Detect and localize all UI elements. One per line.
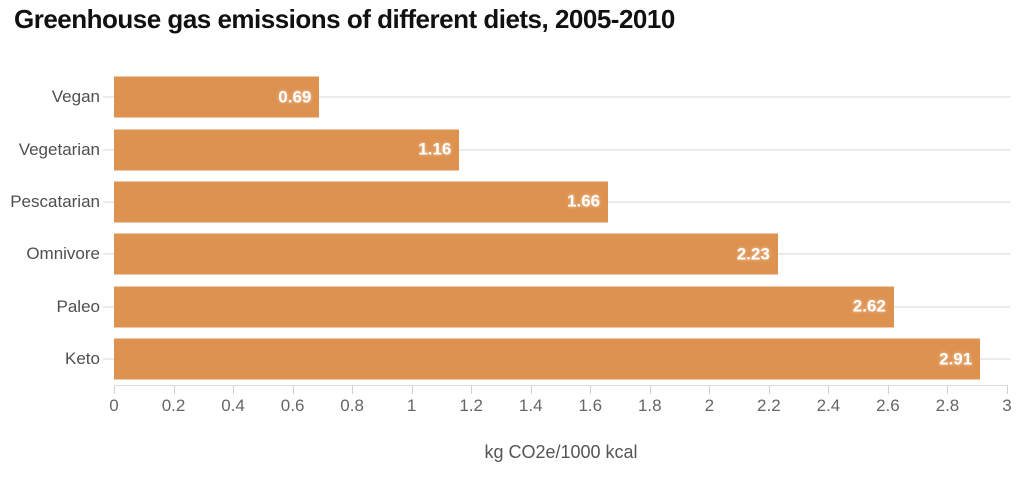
x-axis-tick: [947, 386, 949, 394]
x-axis-tick: [352, 386, 354, 394]
x-axis-tick-label: 2: [704, 396, 715, 415]
x-axis-tick: [590, 386, 592, 394]
bar-row: Vegan 0.69: [0, 71, 1024, 123]
bar-value-label: 1.16: [418, 139, 452, 159]
x-axis: 0 0.2 0.4 0.6 0.8 1 1.2 1.4 1.6 1.8 2 2.2 2.4 2.6 2.8 3: [109, 385, 1012, 425]
x-axis-tick-label: 1.2: [459, 396, 484, 415]
x-axis-tick: [292, 386, 294, 394]
chart-title: Greenhouse gas emissions of different di…: [14, 4, 675, 34]
x-axis-tick-label: 1.4: [518, 396, 543, 415]
x-axis-tick: [709, 386, 711, 394]
x-axis-tick-label: 1.8: [637, 396, 662, 415]
x-axis-tick: [1007, 386, 1008, 394]
x-axis-tick: [887, 386, 889, 394]
row-gridline: [103, 148, 1010, 151]
category-label: Pescatarian: [10, 191, 100, 211]
x-axis-tick: [114, 386, 115, 394]
bar-value-label: 2.91: [939, 349, 973, 369]
plot-area: Vegan 0.69 Vegetarian 1.16 Pescatarian 1.66 Om…: [0, 71, 1024, 385]
x-axis-label: kg CO2e/1000 kcal: [484, 442, 638, 462]
category-label: Vegetarian: [18, 139, 100, 159]
x-axis-tick: [649, 386, 651, 394]
x-axis-tick: [530, 386, 532, 394]
bar-value-label: 2.62: [852, 296, 886, 316]
bar: 0.69: [114, 76, 320, 118]
bar-row: Keto 2.91: [0, 333, 1024, 385]
category-label: Vegan: [51, 87, 100, 107]
x-axis-tick: [828, 386, 830, 394]
bar-row: Paleo 2.62: [0, 281, 1024, 333]
x-axis-tick: [768, 386, 770, 394]
x-axis-tick: [471, 386, 473, 394]
bar: 1.16: [114, 129, 460, 171]
bar-row: Pescatarian 1.66: [0, 176, 1024, 228]
bar: 1.66: [114, 181, 609, 223]
x-axis-tick-label: 3: [1002, 396, 1012, 415]
bar-value-label: 1.66: [567, 191, 601, 211]
row-gridline: [103, 96, 1010, 99]
category-label: Omnivore: [26, 244, 100, 264]
x-axis-tick-label: 1: [406, 396, 417, 415]
category-label: Paleo: [56, 296, 100, 316]
x-axis-tick-label: 2.2: [757, 396, 781, 415]
x-axis-tick-label: 0.6: [280, 396, 305, 415]
x-axis-tick-label: 0: [109, 396, 119, 415]
bar: 2.23: [114, 233, 778, 275]
x-axis-tick-label: 0.2: [161, 396, 186, 415]
x-axis-tick-label: 0.8: [340, 396, 364, 415]
x-axis-tick: [173, 386, 175, 394]
x-axis-tick-label: 2.8: [935, 396, 960, 415]
x-axis-tick-label: 1.6: [578, 396, 603, 415]
bar: 2.62: [114, 286, 894, 328]
x-axis-tick: [411, 386, 413, 394]
category-label: Keto: [65, 349, 100, 369]
bar: 2.91: [114, 338, 981, 380]
x-axis-tick-label: 2.6: [876, 396, 900, 415]
bar-value-label: 0.69: [278, 87, 312, 107]
x-axis-tick-label: 0.4: [221, 396, 245, 415]
x-axis-tick-label: 2.4: [816, 396, 841, 415]
bar-value-label: 2.23: [736, 244, 770, 264]
x-axis-tick: [233, 386, 235, 394]
bar-row: Vegetarian 1.16: [0, 123, 1024, 175]
bar-row: Omnivore 2.23: [0, 228, 1024, 280]
